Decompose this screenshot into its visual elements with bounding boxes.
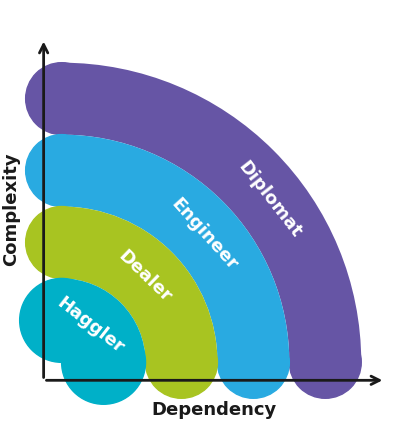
- Circle shape: [146, 326, 218, 398]
- Circle shape: [26, 207, 98, 279]
- Circle shape: [218, 326, 289, 398]
- Wedge shape: [62, 279, 146, 362]
- Circle shape: [62, 320, 146, 404]
- Circle shape: [26, 62, 98, 135]
- Text: Complexity: Complexity: [2, 153, 20, 266]
- Text: Diplomat: Diplomat: [234, 158, 305, 242]
- Circle shape: [26, 135, 98, 207]
- Circle shape: [20, 279, 104, 362]
- Wedge shape: [62, 135, 289, 362]
- Circle shape: [289, 326, 361, 398]
- Wedge shape: [62, 207, 218, 362]
- Text: Dealer: Dealer: [115, 247, 175, 306]
- Wedge shape: [62, 62, 361, 362]
- Text: Dependency: Dependency: [152, 401, 277, 419]
- Text: Haggler: Haggler: [53, 294, 127, 357]
- Text: Engineer: Engineer: [167, 194, 241, 273]
